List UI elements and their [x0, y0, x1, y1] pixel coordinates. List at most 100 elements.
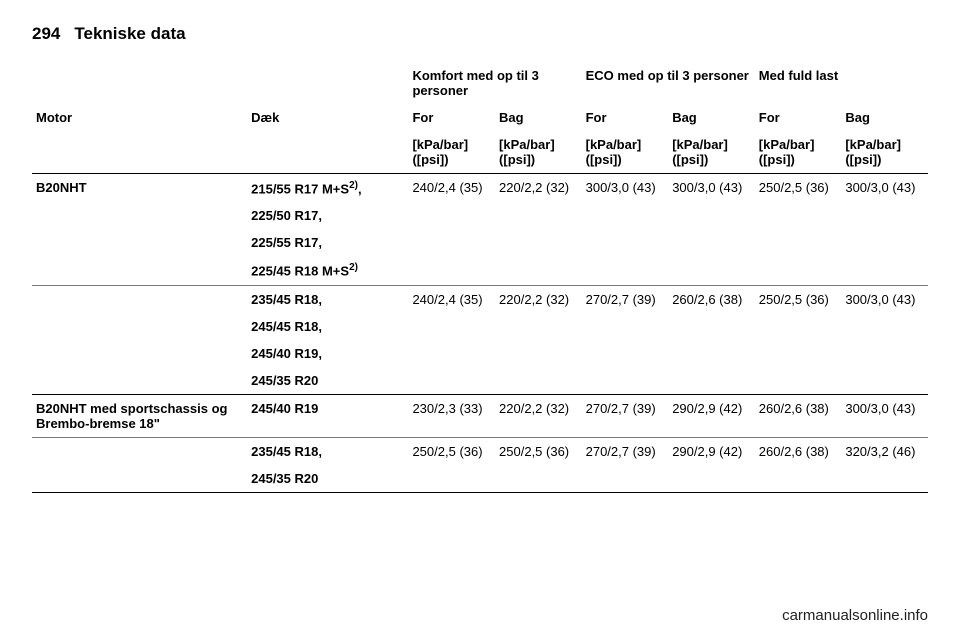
value-cell	[582, 202, 669, 229]
daek-cell: 245/35 R20	[247, 465, 408, 493]
col-group-eco: ECO med op til 3 personer	[582, 62, 755, 104]
col-bag: Bag	[841, 104, 928, 131]
value-cell	[408, 202, 495, 229]
value-cell: 240/2,4 (35)	[408, 174, 495, 203]
col-bag: Bag	[668, 104, 755, 131]
col-daek: Dæk	[247, 104, 408, 131]
value-cell: 300/3,0 (43)	[668, 174, 755, 203]
daek-cell: 225/45 R18 M+S2)	[247, 256, 408, 285]
daek-cell: 245/40 R19,	[247, 340, 408, 367]
watermark: carmanualsonline.info	[782, 607, 928, 624]
value-cell	[841, 367, 928, 395]
col-bag: Bag	[495, 104, 582, 131]
unit: [kPa/bar] ([psi])	[408, 131, 495, 174]
value-cell: 240/2,4 (35)	[408, 285, 495, 313]
col-for: For	[408, 104, 495, 131]
value-cell	[582, 465, 669, 493]
value-cell	[408, 229, 495, 256]
daek-cell: 245/40 R19	[247, 394, 408, 437]
value-cell	[495, 202, 582, 229]
value-cell: 250/2,5 (36)	[755, 174, 842, 203]
motor-cell	[32, 285, 247, 313]
daek-cell: 235/45 R18,	[247, 437, 408, 465]
unit: [kPa/bar] ([psi])	[755, 131, 842, 174]
value-cell	[408, 465, 495, 493]
table-row: 245/35 R20	[32, 465, 928, 493]
value-cell	[668, 202, 755, 229]
unit: [kPa/bar] ([psi])	[582, 131, 669, 174]
value-cell: 250/2,5 (36)	[755, 285, 842, 313]
value-cell	[755, 465, 842, 493]
sub-header-row: Motor Dæk For Bag For Bag For Bag	[32, 104, 928, 131]
group-header-row: Komfort med op til 3 personer ECO med op…	[32, 62, 928, 104]
motor-cell	[32, 367, 247, 395]
value-cell	[755, 367, 842, 395]
page-number: 294	[32, 24, 60, 44]
value-cell	[582, 229, 669, 256]
col-motor: Motor	[32, 104, 247, 131]
value-cell: 270/2,7 (39)	[582, 437, 669, 465]
col-for: For	[755, 104, 842, 131]
value-cell	[755, 313, 842, 340]
unit: [kPa/bar] ([psi])	[668, 131, 755, 174]
motor-cell	[32, 340, 247, 367]
value-cell: 300/3,0 (43)	[841, 394, 928, 437]
value-cell	[841, 229, 928, 256]
value-cell	[668, 367, 755, 395]
value-cell	[841, 465, 928, 493]
value-cell: 220/2,2 (32)	[495, 394, 582, 437]
value-cell	[668, 229, 755, 256]
value-cell: 300/3,0 (43)	[582, 174, 669, 203]
table-row: 235/45 R18,240/2,4 (35)220/2,2 (32)270/2…	[32, 285, 928, 313]
value-cell	[408, 256, 495, 285]
motor-cell	[32, 437, 247, 465]
value-cell: 270/2,7 (39)	[582, 394, 669, 437]
table-row: 245/35 R20	[32, 367, 928, 395]
value-cell	[582, 313, 669, 340]
table-row: 225/45 R18 M+S2)	[32, 256, 928, 285]
page-title: Tekniske data	[74, 24, 185, 44]
value-cell	[755, 340, 842, 367]
value-cell: 250/2,5 (36)	[495, 437, 582, 465]
value-cell	[841, 202, 928, 229]
motor-cell	[32, 256, 247, 285]
unit-row: [kPa/bar] ([psi]) [kPa/bar] ([psi]) [kPa…	[32, 131, 928, 174]
motor-cell: B20NHT med sportschassis og Brembo-brems…	[32, 394, 247, 437]
value-cell: 270/2,7 (39)	[582, 285, 669, 313]
daek-cell: 225/55 R17,	[247, 229, 408, 256]
value-cell: 260/2,6 (38)	[668, 285, 755, 313]
value-cell	[408, 340, 495, 367]
daek-cell: 235/45 R18,	[247, 285, 408, 313]
value-cell	[495, 367, 582, 395]
daek-cell: 245/45 R18,	[247, 313, 408, 340]
page-header: 294 Tekniske data	[32, 24, 928, 44]
daek-cell: 245/35 R20	[247, 367, 408, 395]
table-row: B20NHT med sportschassis og Brembo-brems…	[32, 394, 928, 437]
value-cell	[668, 256, 755, 285]
table-row: 245/40 R19,	[32, 340, 928, 367]
value-cell	[495, 465, 582, 493]
value-cell: 260/2,6 (38)	[755, 437, 842, 465]
unit: [kPa/bar] ([psi])	[495, 131, 582, 174]
value-cell: 300/3,0 (43)	[841, 174, 928, 203]
value-cell: 300/3,0 (43)	[841, 285, 928, 313]
daek-cell: 215/55 R17 M+S2),	[247, 174, 408, 203]
table-row: 245/45 R18,	[32, 313, 928, 340]
value-cell	[495, 313, 582, 340]
table-row: 225/50 R17,	[32, 202, 928, 229]
value-cell	[582, 256, 669, 285]
tire-pressure-table: Komfort med op til 3 personer ECO med op…	[32, 62, 928, 493]
value-cell	[841, 313, 928, 340]
value-cell	[495, 256, 582, 285]
value-cell: 250/2,5 (36)	[408, 437, 495, 465]
value-cell: 220/2,2 (32)	[495, 174, 582, 203]
table-row: 235/45 R18,250/2,5 (36)250/2,5 (36)270/2…	[32, 437, 928, 465]
value-cell	[668, 340, 755, 367]
value-cell	[408, 313, 495, 340]
value-cell	[582, 367, 669, 395]
value-cell	[668, 465, 755, 493]
value-cell	[495, 340, 582, 367]
col-for: For	[582, 104, 669, 131]
value-cell	[841, 256, 928, 285]
motor-cell: B20NHT	[32, 174, 247, 203]
